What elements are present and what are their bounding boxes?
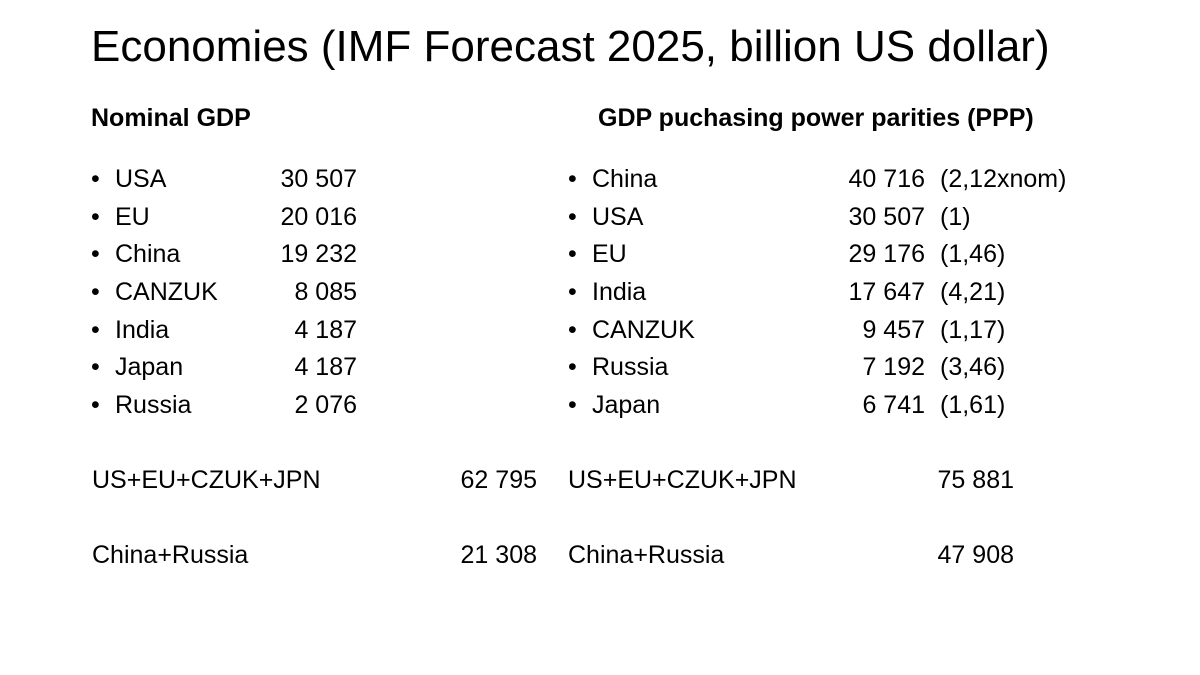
bullet: • — [91, 353, 100, 382]
bullet: • — [568, 278, 577, 307]
list-item: • CANZUK 8 085 — [91, 274, 391, 312]
nominal-sum-value-east: 21 308 — [460, 541, 537, 569]
gdp-value: 4 187 — [294, 315, 357, 344]
gdp-value: 20 016 — [280, 202, 357, 231]
gdp-value: 30 507 — [280, 165, 357, 193]
gdp-value: 6 741 — [862, 391, 925, 420]
bullet: • — [91, 165, 100, 193]
gdp-value: 30 507 — [848, 202, 925, 231]
bullet: • — [91, 391, 100, 420]
list-item: • CANZUK 9 457 (1,17) — [568, 312, 1128, 350]
list-item: • USA 30 507 — [91, 161, 391, 199]
gdp-value: 9 457 — [862, 315, 925, 344]
bullet: • — [91, 240, 100, 269]
bullet: • — [568, 240, 577, 269]
ppp-ratio: (1,61) — [940, 391, 1006, 420]
bullet: • — [91, 315, 100, 344]
country-name: China — [592, 165, 658, 193]
list-item: • Russia 7 192 (3,46) — [568, 349, 1128, 387]
list-item: • EU 29 176 (1,46) — [568, 236, 1128, 274]
country-name: China — [115, 240, 181, 269]
list-item: • China 40 716 (2,12xnom) — [568, 161, 1128, 199]
bullet: • — [568, 315, 577, 344]
ppp-sum-label-east: China+Russia — [568, 541, 725, 569]
ppp-ratio: (1,17) — [940, 315, 1006, 344]
country-name: CANZUK — [592, 315, 695, 344]
gdp-value: 29 176 — [848, 240, 925, 269]
gdp-value: 7 192 — [862, 353, 925, 382]
list-item: • Russia 2 076 — [91, 387, 391, 425]
nominal-sum-value-west: 62 795 — [460, 466, 537, 494]
country-name: Japan — [592, 391, 661, 420]
bullet: • — [568, 353, 577, 382]
list-item: • USA 30 507 (1) — [568, 199, 1128, 237]
gdp-value: 8 085 — [294, 278, 357, 307]
country-name: Russia — [592, 353, 669, 382]
list-item: • India 4 187 — [91, 312, 391, 350]
ppp-ratio: (3,46) — [940, 353, 1006, 382]
ppp-sum-label-west: US+EU+CZUK+JPN — [568, 466, 797, 494]
nominal-sum-label-east: China+Russia — [92, 541, 249, 569]
nominal-gdp-heading: Nominal GDP — [91, 104, 251, 132]
ppp-gdp-heading: GDP puchasing power parities (PPP) — [598, 104, 1034, 132]
ppp-ratio: (1) — [940, 202, 971, 231]
gdp-value: 19 232 — [280, 240, 357, 269]
country-name: USA — [592, 202, 644, 231]
ppp-sum-value-west: 75 881 — [937, 466, 1014, 494]
gdp-value: 4 187 — [294, 353, 357, 382]
nominal-gdp-list: • USA 30 507 • EU 20 016 • China 19 232 • CANZU… — [91, 161, 391, 425]
country-name: USA — [115, 165, 167, 193]
nominal-sum-label-west: US+EU+CZUK+JPN — [92, 466, 321, 494]
bullet: • — [91, 278, 100, 307]
list-item: • Japan 4 187 — [91, 349, 391, 387]
list-item: • India 17 647 (4,21) — [568, 274, 1128, 312]
ppp-ratio: (2,12xnom) — [940, 165, 1067, 193]
country-name: CANZUK — [115, 278, 218, 307]
ppp-ratio: (4,21) — [940, 278, 1006, 307]
country-name: EU — [115, 202, 150, 231]
gdp-value: 2 076 — [294, 391, 357, 420]
list-item: • Japan 6 741 (1,61) — [568, 387, 1128, 425]
country-name: EU — [592, 240, 627, 269]
country-name: India — [592, 278, 647, 307]
slide-title: Economies (IMF Forecast 2025, billion US… — [91, 22, 1050, 71]
list-item: • China 19 232 — [91, 236, 391, 274]
bullet: • — [568, 391, 577, 420]
country-name: Japan — [115, 353, 184, 382]
ppp-sum-value-east: 47 908 — [937, 541, 1014, 569]
gdp-value: 40 716 — [848, 165, 925, 193]
bullet: • — [568, 202, 577, 231]
country-name: Russia — [115, 391, 192, 420]
ppp-gdp-list: • China 40 716 (2,12xnom) • USA 30 507 (1) • EU… — [568, 161, 1128, 425]
bullet: • — [91, 202, 100, 231]
list-item: • EU 20 016 — [91, 199, 391, 237]
ppp-ratio: (1,46) — [940, 240, 1006, 269]
gdp-value: 17 647 — [848, 278, 925, 307]
bullet: • — [568, 165, 577, 193]
country-name: India — [115, 315, 170, 344]
